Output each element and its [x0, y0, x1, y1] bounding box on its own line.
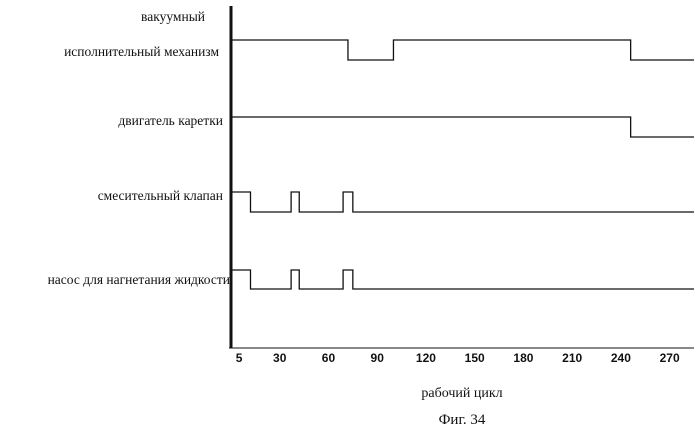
signal-waveform: [231, 117, 694, 137]
signal-label: двигатель каретки: [118, 113, 223, 128]
x-tick-label: 180: [513, 351, 533, 365]
signal-label: смесительный клапан: [98, 188, 223, 203]
x-tick-label: 120: [416, 351, 436, 365]
x-tick-label: 270: [660, 351, 680, 365]
signal-waveform: [231, 270, 694, 289]
x-tick-label: 150: [465, 351, 485, 365]
figure-caption: Фиг. 34: [439, 412, 486, 428]
x-tick-label: 60: [322, 351, 336, 365]
signal-label: вакуумный: [141, 9, 205, 24]
x-axis-title: рабочий цикл: [421, 386, 502, 401]
x-tick-label: 210: [562, 351, 582, 365]
signal-label: исполнительный механизм: [64, 44, 219, 59]
signal-waveform: [231, 192, 694, 212]
x-tick-label: 240: [611, 351, 631, 365]
signal-waveform: [231, 40, 694, 60]
signal-label: насос для нагнетания жидкости: [48, 272, 230, 287]
x-tick-label: 30: [273, 351, 287, 365]
x-tick-label: 90: [371, 351, 385, 365]
x-tick-label: 5: [236, 351, 243, 365]
